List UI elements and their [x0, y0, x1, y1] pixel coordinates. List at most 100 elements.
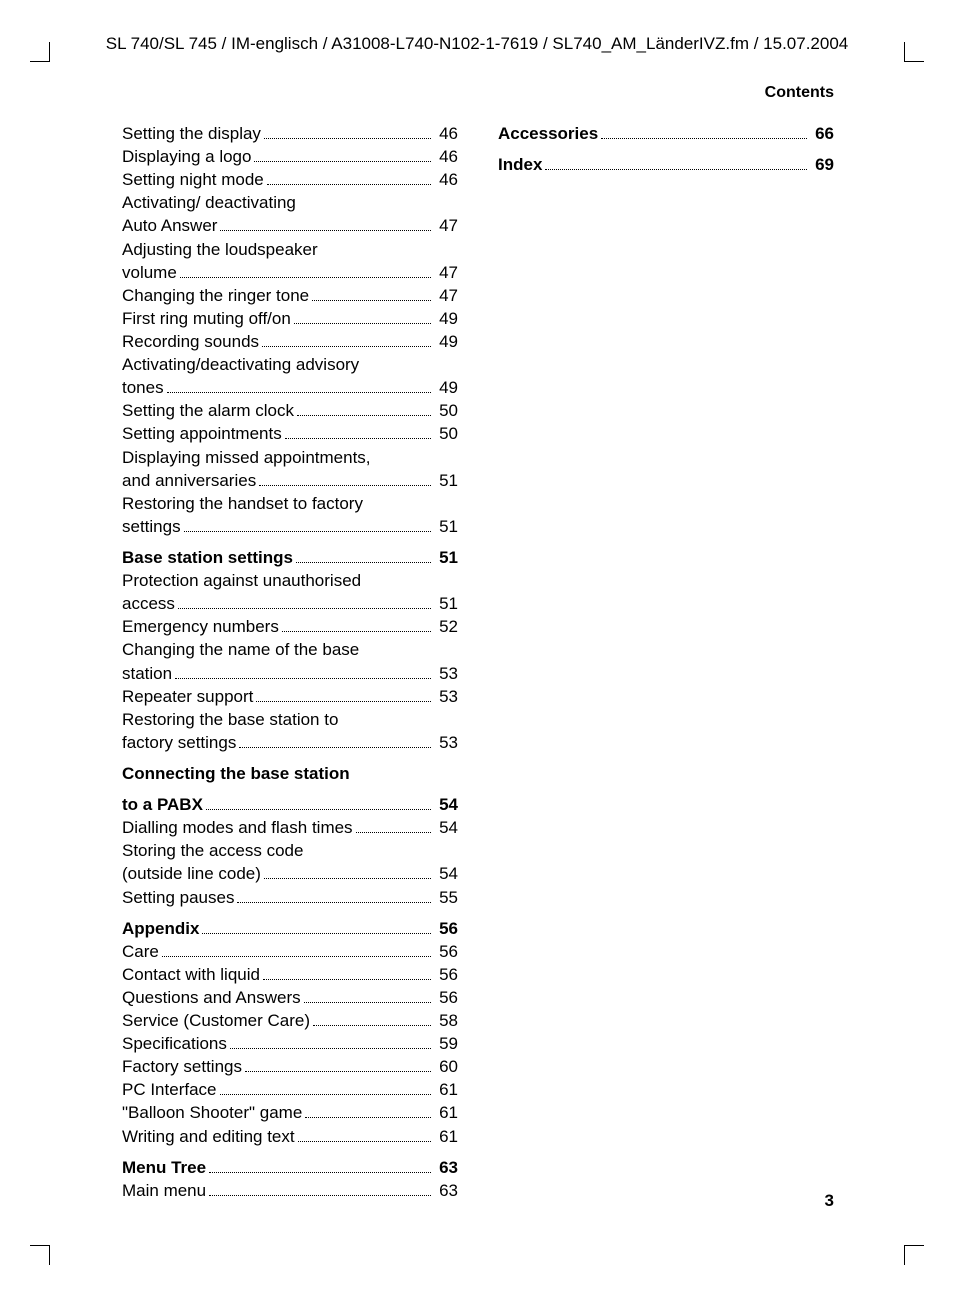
- toc-label: Setting pauses: [122, 886, 234, 909]
- toc-continuation-line: Adjusting the loudspeaker: [122, 238, 458, 261]
- toc-label: tones: [122, 376, 164, 399]
- toc-page: 47: [434, 284, 458, 307]
- toc-label: "Balloon Shooter" game: [122, 1101, 302, 1124]
- toc-label: First ring muting off/on: [122, 307, 291, 330]
- toc-label: volume: [122, 261, 177, 284]
- toc-page: 46: [434, 145, 458, 168]
- toc-leader: [178, 599, 431, 609]
- toc-leader: [237, 892, 431, 902]
- toc-continuation-line: Protection against unauthorised: [122, 569, 458, 592]
- toc-page: 58: [434, 1009, 458, 1032]
- toc-leader: [601, 129, 807, 139]
- toc-leader: [312, 291, 431, 301]
- toc-label: Repeater support: [122, 685, 253, 708]
- toc-leader: [254, 152, 431, 162]
- toc-item-row: Contact with liquid 56: [122, 963, 458, 986]
- toc-page: 61: [434, 1125, 458, 1148]
- toc-item-row: station 53: [122, 662, 458, 685]
- toc-item-row: Emergency numbers 52: [122, 615, 458, 638]
- toc-heading-row: Accessories 66: [498, 122, 834, 145]
- toc-item-row: (outside line code) 54: [122, 862, 458, 885]
- toc-heading-row: to a PABX 54: [122, 793, 458, 816]
- toc-item-row: First ring muting off/on 49: [122, 307, 458, 330]
- toc-label: Specifications: [122, 1032, 227, 1055]
- toc-page: 51: [434, 592, 458, 615]
- toc-leader: [356, 823, 431, 833]
- toc-leader: [305, 1108, 431, 1118]
- toc-item-row: Recording sounds 49: [122, 330, 458, 353]
- toc-leader: [230, 1039, 431, 1049]
- toc-leader: [209, 1163, 431, 1173]
- toc-leader: [175, 668, 431, 678]
- toc-item-row: "Balloon Shooter" game 61: [122, 1101, 458, 1124]
- toc-heading-row: Menu Tree 63: [122, 1156, 458, 1179]
- toc-leader: [298, 1131, 431, 1141]
- toc-column-left: Setting the display 46Displaying a logo …: [122, 122, 458, 1202]
- toc-label: Changing the ringer tone: [122, 284, 309, 307]
- toc-item-row: Auto Answer 47: [122, 214, 458, 237]
- toc-item-row: PC Interface 61: [122, 1078, 458, 1101]
- toc-page: 54: [434, 816, 458, 839]
- toc-label: Accessories: [498, 122, 598, 145]
- toc-leader: [313, 1016, 431, 1026]
- toc-page: 56: [434, 986, 458, 1009]
- toc-item-row: Setting the alarm clock 50: [122, 399, 458, 422]
- toc-leader: [184, 522, 431, 532]
- toc-leader: [206, 800, 431, 810]
- toc-leader: [180, 267, 431, 277]
- toc-leader: [267, 175, 431, 185]
- toc-label: station: [122, 662, 172, 685]
- toc-continuation-line: Activating/ deactivating: [122, 191, 458, 214]
- toc-page: 53: [434, 685, 458, 708]
- toc-leader: [297, 406, 431, 416]
- toc-page: 66: [810, 122, 834, 145]
- toc-leader: [259, 475, 431, 485]
- toc-leader: [220, 221, 431, 231]
- toc-item-row: Factory settings 60: [122, 1055, 458, 1078]
- header-path: SL 740/SL 745 / IM-englisch / A31008-L74…: [80, 34, 874, 54]
- toc-heading-row: Index 69: [498, 153, 834, 176]
- toc-label: Setting the alarm clock: [122, 399, 294, 422]
- toc-page: 55: [434, 886, 458, 909]
- toc-label: access: [122, 592, 175, 615]
- toc-page: 51: [434, 515, 458, 538]
- toc-continuation-line: Displaying missed appointments,: [122, 446, 458, 469]
- toc-page: 49: [434, 376, 458, 399]
- toc-page: 56: [434, 940, 458, 963]
- toc-label: Base station settings: [122, 546, 293, 569]
- toc-label: Questions and Answers: [122, 986, 301, 1009]
- toc-heading-row: Base station settings 51: [122, 546, 458, 569]
- toc-leader: [245, 1062, 431, 1072]
- toc-column-right: Accessories 66 Index 69: [498, 122, 834, 1202]
- toc-label: Contact with liquid: [122, 963, 260, 986]
- toc-label: Main menu: [122, 1179, 206, 1202]
- toc-leader: [264, 129, 431, 139]
- toc-page: 56: [434, 917, 458, 940]
- toc-item-row: Writing and editing text 61: [122, 1125, 458, 1148]
- toc-leader: [263, 970, 431, 980]
- crop-mark-tl: [30, 42, 50, 62]
- toc-item-row: Specifications 59: [122, 1032, 458, 1055]
- toc-leader: [304, 993, 431, 1003]
- toc-page: 46: [434, 122, 458, 145]
- toc-item-row: Setting pauses 55: [122, 886, 458, 909]
- toc-label: settings: [122, 515, 181, 538]
- toc-leader: [202, 923, 431, 933]
- toc-leader: [285, 429, 431, 439]
- crop-mark-tr: [904, 42, 924, 62]
- toc-item-row: Care 56: [122, 940, 458, 963]
- toc-label: Menu Tree: [122, 1156, 206, 1179]
- toc-label: Setting night mode: [122, 168, 264, 191]
- toc-continuation-line: Activating/deactivating advisory: [122, 353, 458, 376]
- toc-continuation-line: Connecting the base station: [122, 762, 458, 785]
- toc-continuation-line: Restoring the handset to factory: [122, 492, 458, 515]
- toc-label: Auto Answer: [122, 214, 217, 237]
- toc-page: 61: [434, 1078, 458, 1101]
- toc-item-row: Setting appointments 50: [122, 422, 458, 445]
- toc-label: (outside line code): [122, 862, 261, 885]
- toc-page: 54: [434, 862, 458, 885]
- toc-leader: [167, 383, 431, 393]
- toc-item-row: settings 51: [122, 515, 458, 538]
- toc-item-row: and anniversaries 51: [122, 469, 458, 492]
- toc-page: 59: [434, 1032, 458, 1055]
